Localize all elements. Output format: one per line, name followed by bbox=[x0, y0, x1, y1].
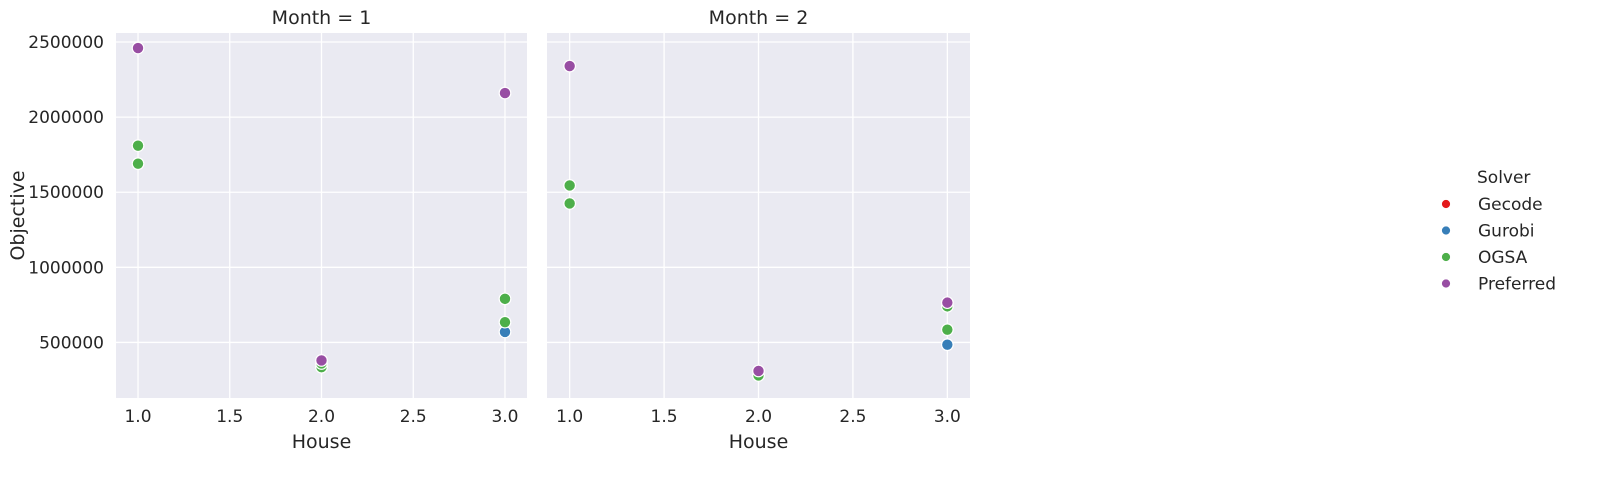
legend-label-preferred: Preferred bbox=[1478, 275, 1556, 295]
point-preferred bbox=[131, 41, 145, 55]
point-ogsa bbox=[498, 315, 512, 329]
panel-title: Month = 2 bbox=[709, 7, 809, 29]
legend-marker-gecode bbox=[1441, 199, 1451, 209]
point-ogsa bbox=[563, 197, 577, 210]
point-preferred bbox=[563, 59, 577, 73]
x-tick-label: 2.5 bbox=[839, 407, 866, 427]
y-tick-label: 1000000 bbox=[28, 258, 104, 278]
legend-label-gecode: Gecode bbox=[1478, 195, 1543, 215]
y-axis-label: Objective bbox=[7, 170, 29, 260]
x-tick-label: 2.0 bbox=[308, 407, 335, 427]
point-preferred bbox=[315, 354, 328, 367]
legend-title: Solver bbox=[1477, 168, 1530, 188]
point-ogsa bbox=[940, 323, 954, 337]
x-tick-label: 3.0 bbox=[934, 407, 961, 427]
x-tick-label: 1.0 bbox=[556, 407, 583, 427]
x-tick-label: 1.5 bbox=[651, 407, 678, 427]
y-tick-label: 2000000 bbox=[28, 108, 104, 128]
y-tick-label: 500000 bbox=[39, 333, 104, 353]
y-tick-label: 1500000 bbox=[28, 183, 104, 203]
legend-marker-preferred bbox=[1441, 278, 1451, 289]
point-gurobi bbox=[940, 338, 954, 352]
y-tick-label: 2500000 bbox=[28, 33, 104, 53]
x-tick-label: 2.5 bbox=[400, 407, 427, 427]
point-ogsa bbox=[131, 157, 145, 171]
x-tick-label: 3.0 bbox=[491, 407, 518, 427]
point-ogsa bbox=[131, 139, 145, 153]
point-ogsa bbox=[498, 292, 512, 306]
legend-marker-gurobi bbox=[1441, 225, 1451, 236]
panel-title: Month = 1 bbox=[272, 7, 372, 29]
legend-label-ogsa: OGSA bbox=[1478, 248, 1528, 268]
legend-marker-ogsa bbox=[1441, 252, 1451, 262]
x-axis-label: House bbox=[292, 431, 352, 453]
x-axis-label: House bbox=[729, 431, 789, 453]
x-tick-label: 1.0 bbox=[124, 407, 151, 427]
point-preferred bbox=[940, 296, 954, 310]
point-ogsa bbox=[563, 179, 577, 192]
legend-label-gurobi: Gurobi bbox=[1478, 222, 1534, 242]
x-tick-label: 2.0 bbox=[745, 407, 772, 427]
point-preferred bbox=[752, 364, 765, 378]
x-tick-label: 1.5 bbox=[216, 407, 243, 427]
point-preferred bbox=[498, 86, 512, 100]
